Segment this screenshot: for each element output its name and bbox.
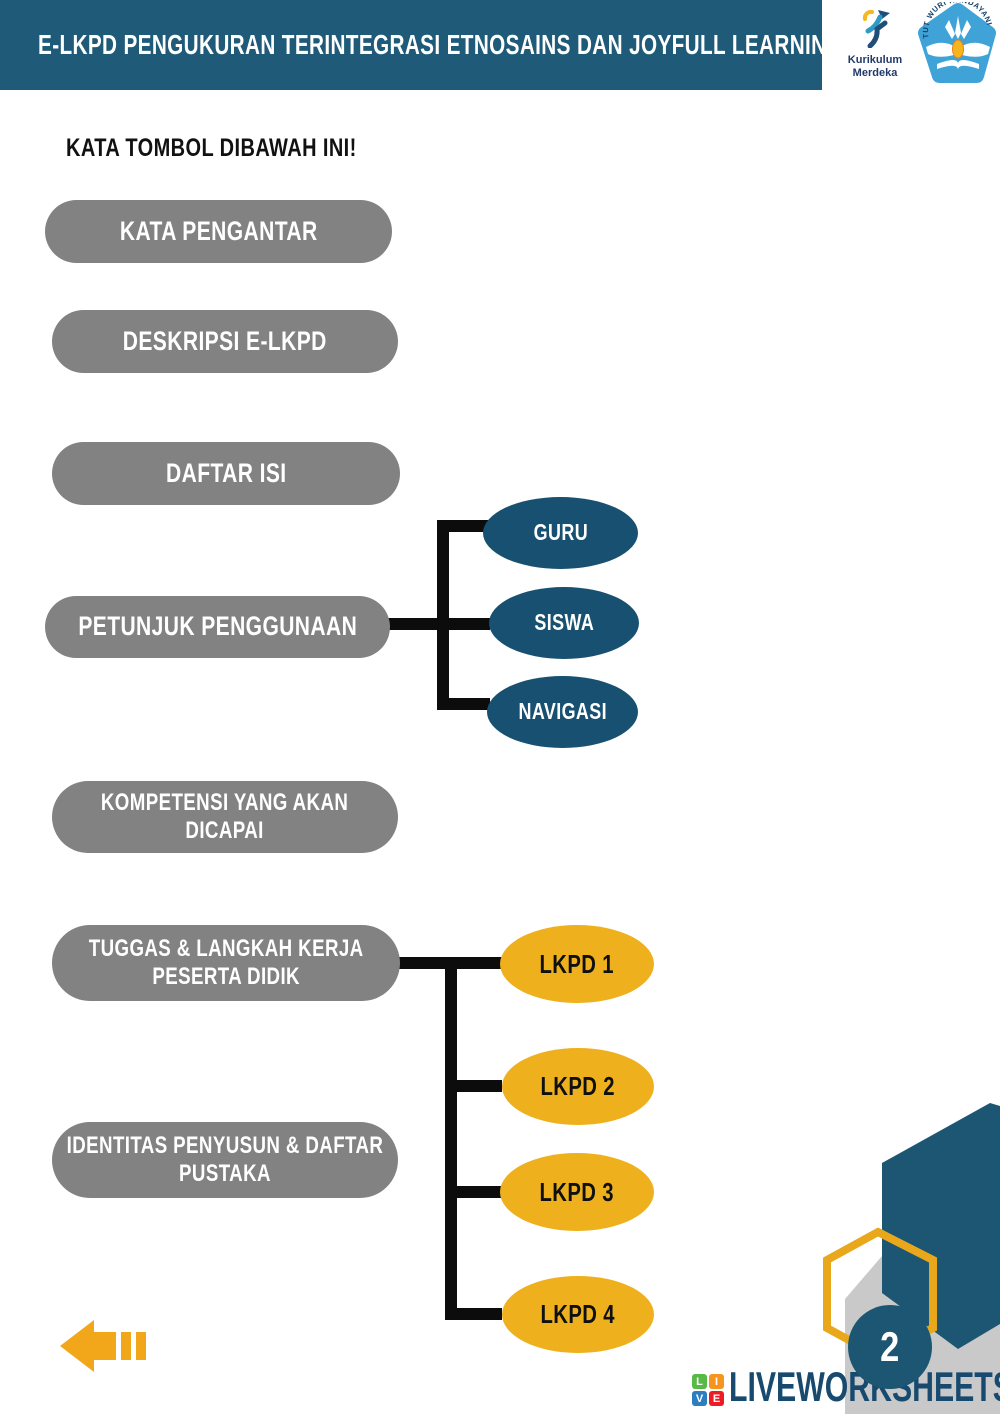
liveworksheets-logo-icon: L I V E	[692, 1374, 725, 1407]
kurikulum-merdeka-logo: Kurikulum Merdeka	[841, 8, 909, 79]
button-deskripsi-elkpd[interactable]: DESKRIPSI E-LKPD	[52, 310, 398, 373]
connector-petunjuk-vertical	[437, 520, 449, 710]
button-kata-pengantar[interactable]: KATA PENGANTAR	[45, 200, 392, 263]
page-number: 2	[880, 1323, 900, 1370]
button-navigasi[interactable]: NAVIGASI	[487, 676, 638, 748]
kurikulum-merdeka-label: Kurikulum Merdeka	[847, 54, 903, 79]
button-identitas-penyusun[interactable]: IDENTITAS PENYUSUN & DAFTAR PUSTAKA	[52, 1122, 398, 1198]
button-lkpd-3[interactable]: LKPD 3	[500, 1153, 654, 1231]
section-heading: KATA TOMBOL DIBAWAH INI!	[66, 134, 357, 162]
tut-wuri-handayani-logo: TUT WURI HANDAYANI	[918, 2, 996, 83]
header-bar: E-LKPD PENGUKURAN TERINTEGRASI ETNOSAINS…	[0, 0, 843, 90]
button-guru[interactable]: GURU	[483, 497, 638, 569]
connector-stub-lkpd3	[457, 1186, 502, 1198]
button-petunjuk-penggunaan[interactable]: PETUNJUK PENGGUNAAN	[45, 596, 390, 658]
page-number-badge: 2	[848, 1305, 932, 1389]
button-tuggas-langkah-kerja[interactable]: TUGGAS & LANGKAH KERJA PESERTA DIDIK	[52, 925, 400, 1001]
kurikulum-merdeka-icon	[862, 9, 890, 49]
connector-stub-lkpd2	[457, 1080, 502, 1092]
connector-stub-navigasi	[449, 698, 490, 710]
button-lkpd-2[interactable]: LKPD 2	[502, 1048, 654, 1125]
page-title: E-LKPD PENGUKURAN TERINTEGRASI ETNOSAINS…	[38, 29, 843, 60]
connector-lkpd-vertical	[445, 957, 457, 1320]
back-arrow-icon[interactable]	[58, 1319, 148, 1375]
button-lkpd-4[interactable]: LKPD 4	[502, 1276, 654, 1353]
button-siswa[interactable]: SISWA	[489, 587, 639, 659]
button-daftar-isi[interactable]: DAFTAR ISI	[52, 442, 400, 505]
connector-stub-lkpd4	[457, 1308, 502, 1320]
button-lkpd-1[interactable]: LKPD 1	[500, 925, 654, 1003]
connector-stub-guru	[449, 520, 490, 532]
button-kompetensi[interactable]: KOMPETENSI YANG AKAN DICAPAI	[52, 781, 398, 853]
